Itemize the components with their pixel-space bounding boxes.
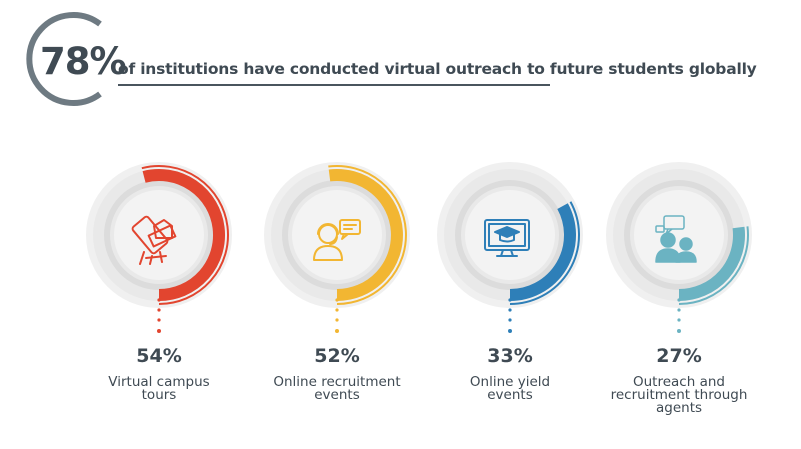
connector-dot [508,308,512,312]
stat-arc [678,226,745,301]
stat-label: Online recruitment events [262,374,412,403]
stat-label-line: events [487,387,533,403]
connector-dot [677,318,681,322]
stat-arc-outline [328,165,407,305]
headset-agent-icon [313,219,361,261]
stat-label-line: agents [655,400,703,416]
stat-arc [328,169,403,301]
stat-arc-outline [141,165,229,305]
connector-dot [677,298,681,302]
stat-label: Online yield events [435,374,585,403]
connector-dot [677,308,681,312]
connector-dot [677,329,681,333]
stat-percent: 33% [487,345,533,367]
connector-dot [157,298,161,302]
stat-card-outreach-through-agents: 27% Outreach and recruitment through age… [604,160,774,440]
headline-percent: 78% [40,40,127,83]
stat-arc-outline [509,201,581,305]
stat-arc-outline [678,226,749,305]
stat-ring [606,162,752,333]
connector-dot [157,318,161,322]
stat-percent: 52% [314,345,360,367]
stat-label-line: Online recruitment [273,374,401,390]
people-conversation-icon [655,215,697,263]
headline-text: of institutions have conducted virtual o… [118,60,757,78]
connector-dot [157,308,161,312]
monitor-graduation-icon [484,219,530,257]
connector-dot [335,318,339,322]
connector-dot [508,298,512,302]
stat-label-line: Outreach and [633,374,725,390]
connector-dot [508,318,512,322]
stat-arc [509,203,576,301]
stat-label-line: tours [141,387,177,403]
connector-dot [508,329,512,333]
stat-card-online-yield-events: 33% Online yield events [435,160,605,440]
stat-percent: 54% [136,345,182,367]
stat-label-line: events [314,387,360,403]
stat-label-line: recruitment through [610,387,748,403]
stat-card-virtual-campus-tours: 54% Virtual campus tours [84,160,254,440]
stat-label-line: Virtual campus [108,374,210,390]
connector-dot [335,308,339,312]
stat-label: Virtual campus tours [84,374,234,403]
connector-dot [335,329,339,333]
stat-ring [86,162,232,333]
connector-dot [335,298,339,302]
stat-percent: 27% [656,345,702,367]
stat-label: Outreach and recruitment through agents [604,374,754,416]
stat-label-line: Online yield [469,374,551,390]
headline-underline [118,84,550,86]
headline-ring-graphic [26,12,102,106]
stat-arc [142,169,226,301]
connector-dot [157,329,161,333]
phone-campus-icon [131,215,177,265]
stat-card-online-recruitment-events: 52% Online recruitment events [262,160,432,440]
